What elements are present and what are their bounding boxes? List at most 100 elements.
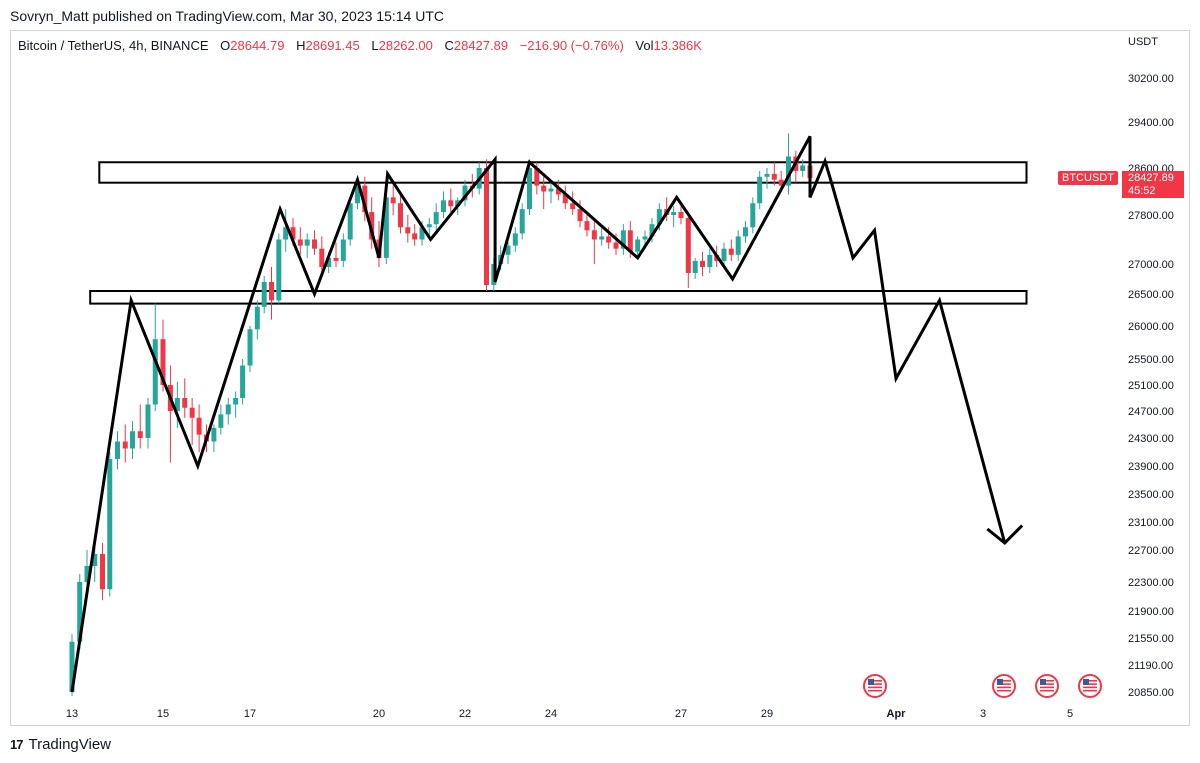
price-tick-label: 27800.00 — [1128, 210, 1174, 222]
candle — [448, 188, 454, 213]
candle-body — [182, 398, 188, 408]
candle-body — [398, 203, 403, 228]
candle — [297, 227, 303, 255]
candle-body — [786, 156, 791, 186]
candle — [620, 224, 626, 255]
candle-body — [577, 209, 583, 222]
candle-body — [390, 197, 396, 204]
candle — [577, 200, 583, 228]
candle-body — [290, 227, 296, 240]
candle-body — [606, 236, 612, 243]
candle — [189, 398, 195, 445]
candle — [276, 233, 282, 304]
time-tick-label: 17 — [244, 708, 256, 720]
candle — [122, 424, 128, 463]
candle — [233, 391, 239, 418]
high-label: H — [296, 38, 306, 53]
candle-body — [743, 227, 748, 237]
candle-body — [362, 185, 368, 213]
candle — [764, 168, 770, 189]
volume-label: Vol — [635, 38, 654, 53]
candle-body — [613, 242, 619, 249]
zone-boxes — [89, 161, 1028, 305]
candle — [462, 179, 468, 207]
candle-body — [484, 168, 489, 285]
zone-box-2[interactable] — [89, 290, 1028, 305]
candle-body — [735, 236, 741, 255]
candle-body — [340, 239, 346, 261]
candle-body — [254, 306, 260, 330]
candle — [383, 191, 389, 264]
candle-body — [211, 427, 217, 442]
time-tick-label: 29 — [761, 708, 773, 720]
price-tick-label: 29400.00 — [1128, 117, 1174, 129]
candle-body — [505, 245, 511, 255]
candle-body — [700, 260, 705, 267]
candle-body — [419, 227, 425, 240]
price-tick-label: 20850.00 — [1128, 687, 1174, 699]
low-value: 28262.00 — [378, 38, 433, 53]
candle-body — [261, 282, 267, 307]
candle — [340, 233, 346, 267]
candle-body — [728, 248, 734, 255]
candle-body — [541, 185, 547, 192]
candle — [635, 236, 641, 258]
candle-body — [512, 233, 518, 246]
candle-body — [196, 417, 202, 435]
candle — [405, 215, 411, 243]
candle-body — [570, 203, 576, 210]
price-tick-label: 21900.00 — [1128, 606, 1174, 618]
candle — [196, 404, 202, 452]
candle-body — [319, 248, 325, 267]
price-tick-label: 21190.00 — [1128, 660, 1173, 672]
candle — [398, 191, 403, 234]
zigzag-path[interactable] — [70, 135, 1007, 693]
publisher-line: Sovryn_Matt published on TradingView.com… — [10, 8, 444, 24]
tradingview-footer[interactable]: 17 TradingView — [10, 736, 111, 753]
candle-body — [160, 339, 166, 385]
candle-body — [412, 233, 418, 240]
candle-body — [355, 185, 360, 204]
us-flag-icon[interactable] — [1078, 674, 1102, 698]
candle-body — [462, 185, 468, 201]
close-label: C — [444, 38, 454, 53]
candle-body — [534, 168, 540, 186]
candle-body — [189, 407, 195, 418]
candle-body — [92, 554, 98, 566]
us-flag-icon[interactable] — [992, 674, 1016, 698]
candle — [527, 159, 532, 215]
zone-box-1[interactable] — [98, 161, 1028, 184]
candle-body — [174, 398, 180, 411]
candle — [167, 365, 173, 463]
candle-body — [225, 404, 231, 415]
candle — [800, 159, 806, 177]
candle-body — [122, 441, 128, 449]
tradingview-brand: TradingView — [28, 736, 112, 753]
candle — [512, 227, 518, 252]
us-flag-icon[interactable] — [863, 674, 887, 698]
candle-body — [656, 209, 662, 225]
event-icons — [863, 674, 1102, 698]
candle-body — [627, 230, 633, 252]
symbol-price-tag: BTCUSDT — [1058, 171, 1118, 185]
candle — [312, 230, 317, 255]
close-value: 28427.89 — [453, 38, 509, 53]
candle-body — [692, 260, 698, 273]
currency-label[interactable]: USDT — [1128, 36, 1158, 48]
candle — [115, 431, 120, 470]
symbol-description[interactable]: Bitcoin / TetherUS, 4h, BINANCE — [18, 38, 209, 53]
candle-body — [426, 224, 432, 228]
price-tick-label: 23100.00 — [1128, 517, 1174, 529]
last-price-value: 28427.89 — [1128, 172, 1174, 184]
candle — [319, 236, 325, 273]
candle-body — [69, 641, 75, 692]
candle-body — [247, 329, 253, 366]
candle-body — [84, 566, 90, 582]
candle-body — [771, 173, 777, 180]
candle-body — [347, 203, 353, 240]
arrow-head[interactable] — [986, 524, 1024, 546]
candle — [519, 203, 525, 240]
candle-body — [77, 582, 83, 642]
us-flag-icon[interactable] — [1035, 674, 1059, 698]
